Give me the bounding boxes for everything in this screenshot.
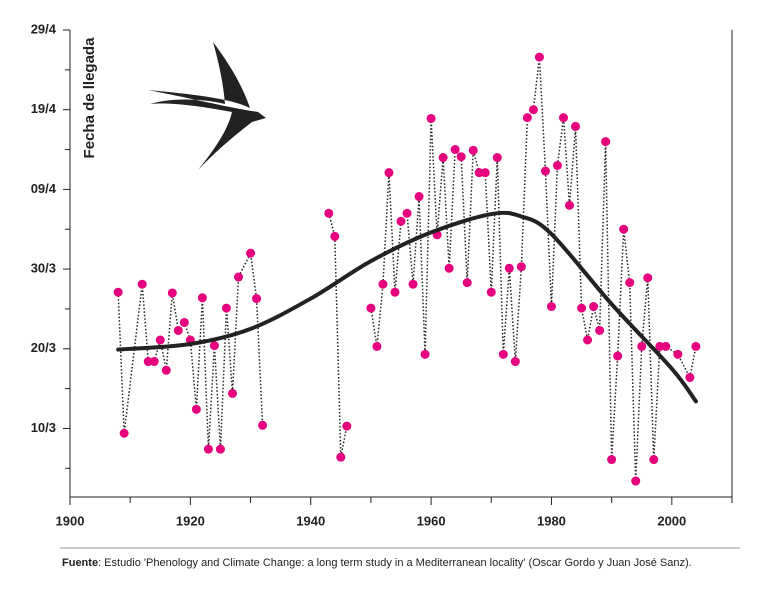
y-axis-title: Fecha de llegada — [81, 37, 98, 159]
y-tick-label: 10/3 — [31, 420, 56, 435]
data-point — [113, 287, 123, 297]
y-tick-label: 20/3 — [31, 340, 56, 355]
data-point — [498, 349, 508, 359]
x-tick-label: 1900 — [56, 513, 85, 528]
data-point — [444, 263, 454, 273]
data-point — [372, 341, 382, 351]
data-point — [552, 160, 562, 170]
data-point — [234, 272, 244, 282]
data-point — [390, 287, 400, 297]
data-point — [167, 288, 177, 298]
source-label: Fuente — [62, 557, 98, 569]
data-point — [119, 428, 129, 438]
data-point — [583, 335, 593, 345]
data-point — [155, 335, 165, 345]
data-point — [540, 166, 550, 176]
data-point — [396, 216, 406, 226]
data-point — [480, 168, 490, 178]
data-point — [685, 372, 695, 382]
y-tick-label: 19/4 — [31, 101, 57, 116]
trend-line — [116, 210, 698, 404]
x-tick-label: 1940 — [296, 513, 325, 528]
dotted-line — [117, 57, 697, 482]
data-point — [522, 113, 532, 123]
data-point — [221, 303, 231, 313]
data-point — [366, 303, 376, 313]
source: Fuente: Estudio 'Phenology and Climate C… — [62, 557, 692, 569]
y-tick-label: 09/4 — [31, 181, 57, 196]
data-point — [492, 153, 502, 163]
data-point — [589, 302, 599, 312]
bird-silhouette — [148, 42, 266, 170]
data-point — [486, 287, 496, 297]
data-point — [179, 317, 189, 327]
data-point — [595, 325, 605, 335]
data-point — [149, 357, 159, 367]
data-point — [215, 444, 225, 454]
data-point — [613, 351, 623, 361]
data-point — [643, 273, 653, 283]
data-point — [246, 248, 256, 258]
data-point — [324, 208, 334, 218]
data-point — [528, 105, 538, 115]
data-point — [691, 341, 701, 351]
data-point — [649, 455, 659, 465]
x-tick-label: 1920 — [176, 513, 205, 528]
data-point — [197, 293, 207, 303]
data-point — [607, 455, 617, 465]
x-tick-label: 1960 — [417, 513, 446, 528]
data-point — [191, 404, 201, 414]
data-point — [631, 476, 641, 486]
data-point — [252, 294, 262, 304]
data-point — [558, 113, 568, 123]
data-point — [661, 341, 671, 351]
data-point — [637, 341, 647, 351]
y-tick-label: 29/4 — [31, 21, 57, 36]
data-point — [673, 349, 683, 359]
data-point — [625, 278, 635, 288]
data-point — [342, 421, 352, 431]
data-point — [468, 145, 478, 155]
data-point — [414, 192, 424, 202]
data-point — [619, 224, 629, 234]
data-point — [450, 145, 460, 155]
data-point — [336, 452, 346, 462]
data-point — [137, 279, 147, 289]
data-point — [402, 208, 412, 218]
data-point — [571, 121, 581, 131]
source-text: : Estudio 'Phenology and Climate Change:… — [98, 557, 692, 569]
data-point — [258, 420, 268, 430]
y-tick-label: 30/3 — [31, 261, 56, 276]
data-point — [426, 113, 436, 123]
data-point — [161, 365, 171, 375]
x-tick-label: 1980 — [537, 513, 566, 528]
data-point — [173, 325, 183, 335]
data-point — [330, 231, 340, 241]
data-point — [227, 388, 237, 398]
data-point — [462, 278, 472, 288]
data-point — [577, 303, 587, 313]
data-point — [378, 279, 388, 289]
data-point — [209, 341, 219, 351]
data-point — [456, 152, 466, 162]
data-point — [504, 263, 514, 273]
data-point — [565, 200, 575, 210]
data-point — [546, 302, 556, 312]
data-point — [203, 444, 213, 454]
data-point — [534, 52, 544, 62]
data-point — [516, 262, 526, 272]
data-point — [438, 153, 448, 163]
x-tick-label: 2000 — [657, 513, 686, 528]
data-point — [510, 357, 520, 367]
data-point — [601, 137, 611, 147]
data-point — [384, 168, 394, 178]
data-point — [408, 279, 418, 289]
data-point — [420, 349, 430, 359]
